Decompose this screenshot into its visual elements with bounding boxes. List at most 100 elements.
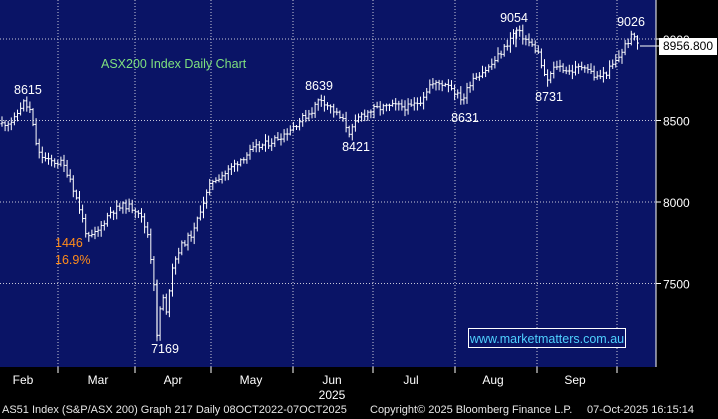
- ohlc-bar: [431, 78, 435, 89]
- ohlc-bar: [487, 64, 491, 73]
- ohlc-bar: [329, 104, 333, 114]
- x-tick-label: Jul: [403, 373, 418, 387]
- ohlc-bar: [357, 113, 360, 123]
- ohlc-bar: [422, 92, 426, 110]
- ohlc-bar: [264, 134, 267, 152]
- chart-title: ASX200 Index Daily Chart: [101, 57, 247, 71]
- ohlc-bar: [319, 94, 323, 107]
- ohlc-bar: [16, 109, 19, 122]
- ohlc-bar: [524, 35, 528, 46]
- ohlc-bar: [326, 102, 329, 110]
- footer: AS51 Index (S&P/ASX 200) Graph 217 Daily…: [0, 401, 718, 419]
- ohlc-bar: [344, 111, 348, 133]
- ohlc-bar: [388, 103, 391, 112]
- ohlc-bar: [474, 72, 478, 80]
- ohlc-bar: [338, 110, 342, 119]
- ohlc-bar: [353, 114, 357, 132]
- ohlc-bar: [307, 109, 311, 122]
- ohlc-bar: [161, 294, 165, 311]
- ohlc-bar: [233, 159, 236, 172]
- ohlc-bar: [140, 208, 143, 223]
- ohlc-bar: [505, 39, 509, 51]
- ohlc-bar: [167, 289, 171, 318]
- ohlc-bar: [614, 54, 618, 68]
- annotation-label: 8631: [451, 111, 479, 125]
- ohlc-bar: [22, 99, 26, 112]
- ohlc-bar: [12, 112, 16, 126]
- ohlc-bar: [164, 293, 168, 315]
- ohlc-bar: [493, 56, 497, 69]
- ohlc-bar: [37, 138, 41, 159]
- ohlc-bar: [84, 213, 88, 238]
- ohlc-bar: [245, 152, 249, 164]
- ohlc-bar: [403, 100, 407, 117]
- x-tick-label: Feb: [13, 373, 34, 387]
- ohlc-bar: [481, 65, 484, 79]
- ohlc-bar: [384, 103, 388, 112]
- ohlc-bar: [440, 80, 444, 92]
- annotation-label: 8615: [14, 83, 42, 97]
- ohlc-bar: [90, 229, 94, 238]
- ohlc-bar: [143, 213, 147, 234]
- ohlc-bar: [428, 79, 432, 94]
- ohlc-bar: [617, 50, 621, 63]
- y-tick-label: 8500: [663, 115, 690, 129]
- ohlc-bar: [31, 108, 35, 127]
- ohlc-bar: [171, 263, 174, 297]
- ohlc-bar: [93, 226, 97, 240]
- ohlc-bar: [626, 38, 630, 49]
- annotation-label: 9026: [617, 15, 645, 29]
- watermark-link[interactable]: www.marketmatters.com.au: [468, 328, 626, 348]
- ohlc-bar: [124, 199, 128, 214]
- ohlc-bar: [99, 221, 103, 237]
- ohlc-bar: [214, 177, 218, 184]
- footer-right: 07-Oct-2025 16:15:14: [587, 404, 695, 416]
- ohlc-bar: [146, 221, 150, 238]
- ohlc-bar: [425, 87, 429, 101]
- ohlc-bar: [533, 40, 537, 54]
- ohlc-bar: [400, 99, 404, 111]
- y-tick-label: 8000: [663, 196, 690, 210]
- ohlc-bar: [341, 113, 345, 122]
- ohlc-bar: [477, 72, 481, 81]
- ohlc-bar: [248, 144, 252, 160]
- ohlc-bar: [539, 48, 543, 69]
- ohlc-bar: [450, 80, 453, 91]
- ohlc-bar: [360, 112, 364, 122]
- ohlc-bar: [536, 45, 540, 54]
- ohlc-bar: [109, 206, 112, 219]
- ohlc-bar: [195, 216, 199, 232]
- ohlc-bar: [570, 64, 574, 80]
- ohlc-bar: [205, 189, 209, 209]
- ohlc-bar: [335, 107, 339, 116]
- ohlc-bar: [620, 48, 624, 64]
- ohlc-bar: [102, 220, 106, 231]
- ohlc-bar: [527, 33, 531, 47]
- ohlc-bar: [19, 102, 23, 116]
- ohlc-bars: [0, 24, 639, 342]
- ohlc-bar: [530, 38, 534, 47]
- ohlc-bar: [59, 156, 63, 167]
- ohlc-bar: [508, 32, 512, 53]
- x-tick-label: Sep: [564, 373, 586, 387]
- ohlc-bar: [580, 61, 584, 71]
- ohlc-bar: [543, 59, 546, 77]
- ohlc-bar: [397, 100, 401, 111]
- ohlc-bar: [223, 170, 227, 181]
- annotations: 8615 7169 8639 8421 8631 9054 8731 9026 1446 16.9…: [14, 11, 645, 356]
- ohlc-bar: [229, 163, 233, 175]
- ohlc-bar: [149, 228, 153, 264]
- y-tick-label: 7500: [663, 278, 690, 292]
- ohlc-bar: [391, 99, 395, 107]
- annotation-label: 9054: [500, 11, 528, 25]
- ohlc-bar: [437, 79, 441, 91]
- ohlc-bar: [208, 178, 212, 196]
- annotation-label: 8421: [342, 140, 370, 154]
- ohlc-bar: [239, 158, 243, 167]
- ohlc-bar: [598, 69, 602, 80]
- ohlc-bar: [369, 109, 373, 119]
- ohlc-bar: [465, 82, 469, 104]
- ohlc-bar: [174, 256, 178, 275]
- ohlc-bar: [192, 222, 196, 245]
- ohlc-bar: [65, 159, 69, 178]
